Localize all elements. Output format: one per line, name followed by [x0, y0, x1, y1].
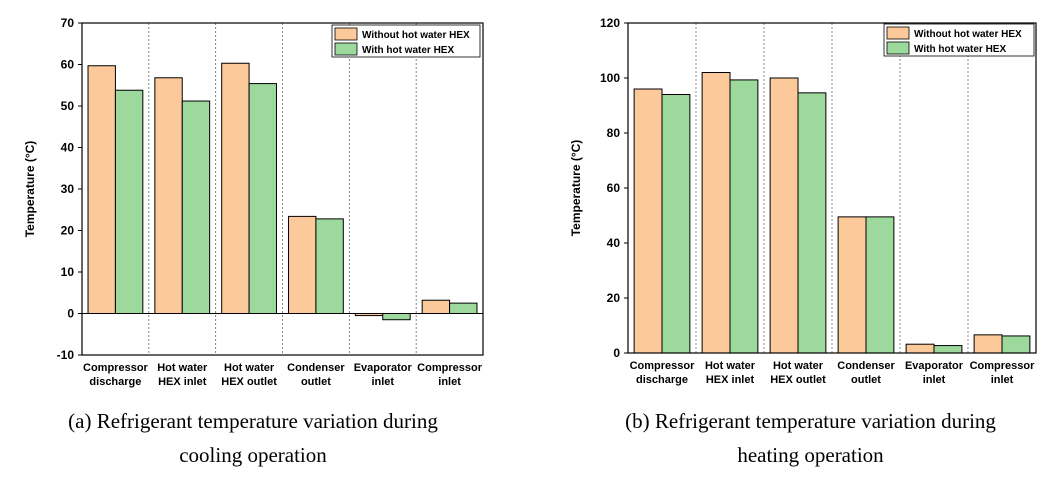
y-tick-label: 40 — [61, 141, 75, 155]
y-tick-label: 30 — [61, 182, 75, 196]
legend-swatch-with-hex — [886, 41, 910, 55]
bar-without-hex-4 — [905, 343, 935, 354]
category-label: HEX inlet — [706, 374, 755, 386]
category-label: inlet — [923, 374, 946, 386]
bar-with-hex-0 — [114, 89, 144, 315]
y-tick-label: -10 — [57, 348, 75, 362]
category-label: inlet — [991, 374, 1014, 386]
y-tick-label: 40 — [607, 236, 621, 250]
caption-a: (a) Refrigerant temperature variation du… — [18, 404, 488, 472]
caption-a-line1: (a) Refrigerant temperature variation du… — [68, 409, 438, 433]
y-tick-label: 70 — [61, 16, 75, 30]
legend-swatch-without-hex — [334, 27, 358, 41]
bar-with-hex-2 — [248, 83, 277, 314]
legend-label: Without hot water HEX — [914, 29, 1022, 40]
category-label: inlet — [438, 376, 461, 388]
category-label: Condenser — [287, 362, 345, 374]
category-label: discharge — [636, 374, 688, 386]
legend-label: With hot water HEX — [914, 44, 1006, 55]
category-label: Compressor — [417, 362, 483, 374]
category-label: Hot water — [705, 360, 756, 372]
bar-without-hex-4 — [354, 313, 384, 317]
category-label: outlet — [301, 376, 331, 388]
y-axis-label: Temperature (°C) — [23, 141, 37, 238]
category-label: Hot water — [773, 360, 824, 372]
bar-without-hex-3 — [837, 216, 867, 354]
bar-with-hex-4 — [382, 313, 411, 321]
category-label: Condenser — [837, 360, 895, 372]
bar-with-hex-0 — [661, 94, 691, 354]
category-label: outlet — [851, 374, 881, 386]
bar-without-hex-1 — [154, 77, 183, 314]
bar-without-hex-2 — [221, 62, 250, 314]
caption-a-line2: cooling operation — [179, 443, 327, 467]
bar-with-hex-3 — [865, 216, 895, 354]
bar-without-hex-0 — [633, 88, 663, 354]
bar-without-hex-0 — [87, 65, 116, 315]
category-label: HEX inlet — [158, 376, 207, 388]
bar-without-hex-1 — [701, 72, 731, 354]
caption-b-line2: heating operation — [737, 443, 884, 467]
y-tick-label: 20 — [607, 291, 621, 305]
y-axis-label: Temperature (°C) — [569, 140, 583, 237]
y-tick-label: 80 — [607, 126, 621, 140]
category-label: Compressor — [970, 360, 1036, 372]
bar-with-hex-1 — [181, 100, 211, 314]
caption-b-line1: (b) Refrigerant temperature variation du… — [625, 409, 996, 433]
category-label: Hot water — [224, 362, 275, 374]
category-label: Hot water — [157, 362, 208, 374]
chart-a-cooling: -10 0 10 20 30 40 50 60 70 Temperature (°C) Compre… — [23, 16, 484, 388]
y-tick-label: 0 — [613, 346, 620, 360]
legend-label: Without hot water HEX — [362, 30, 470, 41]
y-tick-label: 10 — [61, 265, 75, 279]
bar-with-hex-4 — [933, 345, 963, 354]
y-tick-label: 100 — [600, 71, 620, 85]
legend: Without hot water HEX With hot water HEX — [331, 24, 481, 58]
legend: Without hot water HEX With hot water HEX — [883, 23, 1035, 57]
category-label: inlet — [371, 376, 394, 388]
category-label: Evaporator — [905, 360, 964, 372]
chart-b-heating: 0 20 40 60 80 100 120 Temperature (°C) Compresso… — [569, 16, 1037, 386]
y-tick-label: 0 — [67, 307, 74, 321]
legend-swatch-without-hex — [886, 26, 910, 40]
y-tick-label: 50 — [61, 99, 75, 113]
legend-label: With hot water HEX — [362, 45, 454, 56]
bar-without-hex-5 — [973, 334, 1003, 354]
y-tick-label: 60 — [607, 181, 621, 195]
y-tick-label: 60 — [61, 58, 75, 72]
category-label: HEX outlet — [770, 374, 826, 386]
caption-b: (b) Refrigerant temperature variation du… — [578, 404, 1043, 472]
bar-with-hex-1 — [729, 79, 759, 354]
bar-with-hex-5 — [449, 302, 478, 314]
y-tick-label: 120 — [600, 16, 620, 30]
category-label: Compressor — [83, 362, 149, 374]
bar-with-hex-3 — [315, 218, 344, 315]
y-tick-label: 20 — [61, 224, 75, 238]
bar-with-hex-5 — [1001, 335, 1031, 354]
bar-without-hex-3 — [288, 215, 317, 314]
legend-swatch-with-hex — [334, 42, 358, 56]
bar-without-hex-2 — [769, 77, 799, 354]
category-label: HEX outlet — [221, 376, 277, 388]
category-label: Compressor — [630, 360, 696, 372]
category-label: discharge — [89, 376, 141, 388]
bar-with-hex-2 — [797, 92, 827, 354]
category-label: Evaporator — [354, 362, 413, 374]
bar-without-hex-5 — [421, 299, 451, 315]
